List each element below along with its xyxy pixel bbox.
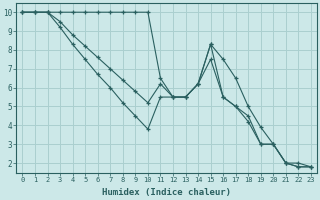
X-axis label: Humidex (Indice chaleur): Humidex (Indice chaleur) bbox=[102, 188, 231, 197]
